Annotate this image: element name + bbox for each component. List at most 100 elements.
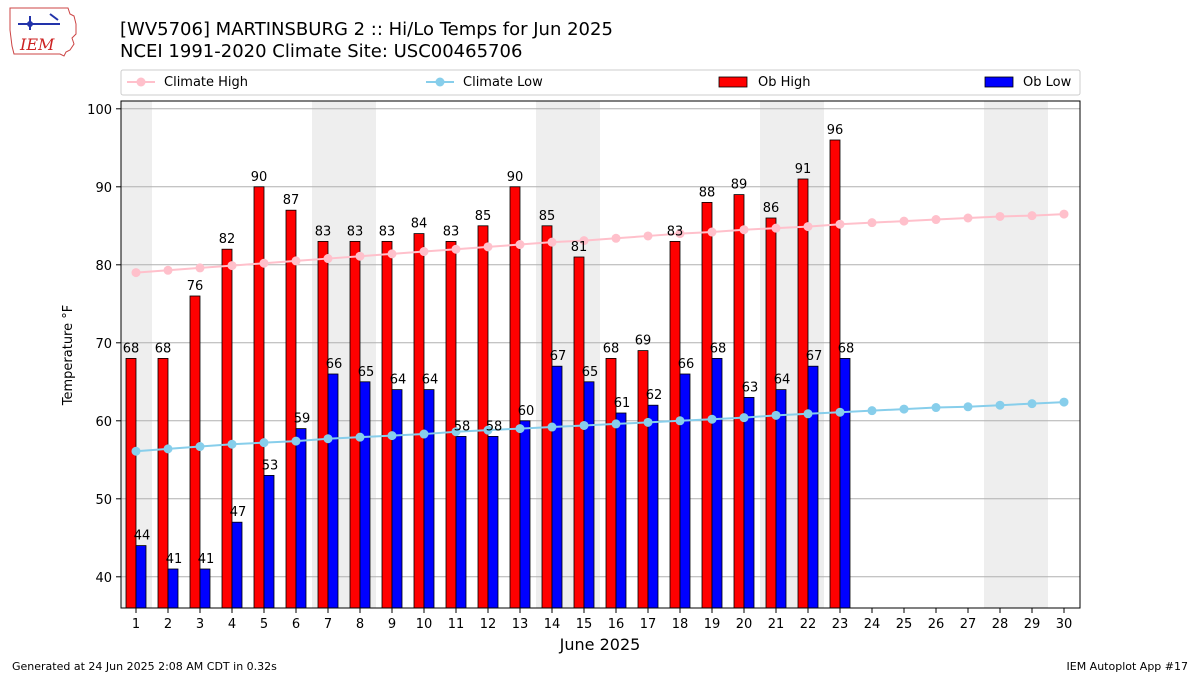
ob-high-label: 96 — [827, 123, 844, 138]
climate-low-point — [419, 429, 429, 439]
ob-high-bar — [573, 256, 585, 609]
climate-low-point — [291, 436, 301, 446]
ob-high-bar — [221, 248, 233, 609]
climate-lines — [131, 209, 1069, 456]
chart-title: [WV5706] MARTINSBURG 2 :: Hi/Lo Temps fo… — [120, 19, 613, 40]
legend: Climate High Climate Low Ob High Ob Low — [120, 69, 1081, 96]
ob-low-label: 64 — [390, 373, 407, 388]
ob-low-bar — [263, 474, 275, 609]
climate-high-point — [931, 215, 941, 225]
bar-value-labels: 68 68 76 82 90 87 83 83 83 84 83 85 90 85 81 68 69 83 88 89… — [123, 123, 855, 567]
climate-low-point — [867, 406, 877, 416]
x-tick-label: 29 — [1024, 617, 1041, 632]
climate-high-point — [387, 249, 397, 259]
climate-high-point — [867, 218, 877, 228]
climate-high-point — [547, 237, 557, 247]
ob-high-label: 86 — [763, 201, 780, 216]
climate-high-point — [611, 233, 621, 243]
climate-high-point — [739, 225, 749, 235]
ob-low-label: 67 — [806, 349, 823, 364]
climate-high-point — [995, 211, 1005, 221]
x-tick-label: 5 — [260, 617, 268, 632]
ob-high-bar — [125, 357, 137, 609]
ob-low-bar — [519, 420, 531, 609]
x-tick-label: 20 — [736, 617, 753, 632]
climate-high-point — [1027, 211, 1037, 221]
climate-low-point — [963, 402, 973, 412]
ob-high-label: 88 — [699, 185, 716, 200]
climate-low-point — [835, 407, 845, 417]
climate-high-point — [771, 223, 781, 233]
climate-high-point — [643, 231, 653, 241]
ob-low-bar — [743, 396, 755, 609]
ob-high-label: 76 — [187, 279, 204, 294]
climate-high-point — [291, 256, 301, 266]
ob-high-label: 68 — [603, 341, 620, 356]
chart-subtitle: NCEI 1991-2020 Climate Site: USC00465706 — [120, 41, 522, 62]
ob-high-label: 83 — [315, 224, 332, 239]
y-tick-label: 40 — [95, 571, 112, 586]
climate-high-point — [963, 213, 973, 223]
ob-low-label: 62 — [646, 388, 663, 403]
legend-item-climate-low: Climate Low — [426, 75, 543, 90]
ob-low-label: 53 — [262, 458, 279, 473]
ob-low-bar — [135, 545, 147, 609]
logo-text: IEM — [19, 35, 55, 54]
y-tick-label: 60 — [95, 415, 112, 430]
ob-low-bar — [615, 412, 627, 609]
climate-low-point — [739, 413, 749, 423]
climate-high-line — [135, 213, 1065, 274]
x-tick-label: 24 — [864, 617, 881, 632]
legend-item-ob-low: Ob Low — [984, 75, 1072, 90]
ob-low-bar — [583, 381, 595, 609]
generated-footer: Generated at 24 Jun 2025 2:08 AM CDT in … — [12, 660, 277, 673]
x-tick-label: 2 — [164, 617, 172, 632]
x-tick-label: 4 — [228, 617, 236, 632]
climate-high-point — [163, 265, 173, 275]
climate-low-point — [1027, 399, 1037, 409]
ob-high-label: 83 — [379, 224, 396, 239]
climate-high-point — [131, 268, 141, 278]
ob-high-label: 91 — [795, 162, 812, 177]
x-tick-label: 8 — [356, 617, 364, 632]
ob-low-bar — [199, 568, 211, 609]
climate-high-point — [483, 242, 493, 252]
y-tick-label: 80 — [95, 259, 112, 274]
climate-low-point — [323, 434, 333, 444]
ob-high-bar — [157, 357, 169, 609]
climate-low-point — [931, 403, 941, 413]
ob-high-bar — [797, 178, 809, 609]
climate-low-point — [675, 416, 685, 426]
ob-high-bar — [701, 201, 713, 609]
legend-item-climate-high: Climate High — [127, 75, 248, 90]
x-tick-label: 26 — [928, 617, 945, 632]
ob-low-bar — [679, 373, 691, 609]
climate-low-point — [515, 424, 525, 434]
ob-low-bar — [839, 357, 851, 609]
ob-low-label: 41 — [198, 552, 215, 567]
ob-low-bar — [775, 389, 787, 609]
ob-high-label: 90 — [251, 170, 268, 185]
ob-high-bar — [413, 233, 425, 609]
climate-high-point — [323, 254, 333, 264]
climate-low-point — [227, 439, 237, 449]
weekend-shade — [984, 101, 1048, 608]
climate-low-point — [707, 414, 717, 424]
climate-low-point — [451, 427, 461, 437]
ob-low-bar — [167, 568, 179, 609]
ob-low-label: 58 — [454, 419, 471, 434]
climate-high-point — [1059, 209, 1069, 219]
ob-high-bar — [285, 209, 297, 609]
climate-low-point — [483, 425, 493, 435]
climate-high-point — [355, 251, 365, 261]
x-axis-title: June 2025 — [559, 635, 641, 654]
ob-high-label: 85 — [539, 209, 556, 224]
climate-high-point — [259, 258, 269, 268]
ob-low-label: 68 — [710, 341, 727, 356]
ob-high-label: 83 — [667, 224, 684, 239]
ob-high-label: 87 — [283, 193, 300, 208]
y-axis-title: Temperature °F — [61, 305, 76, 406]
app-footer: IEM Autoplot App #17 — [1067, 660, 1189, 673]
x-tick-label: 10 — [416, 617, 433, 632]
